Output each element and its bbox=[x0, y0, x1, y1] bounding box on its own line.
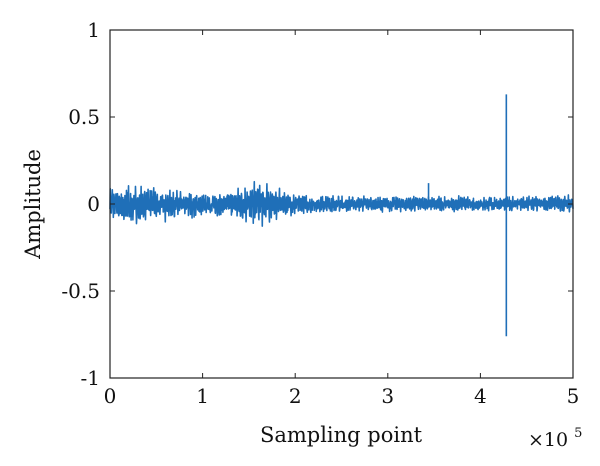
x-axis-label: Sampling point bbox=[260, 423, 423, 447]
x-tick-label: 5 bbox=[567, 384, 580, 408]
signal-series bbox=[109, 94, 574, 337]
signal-line bbox=[109, 180, 574, 227]
x-tick-label: 4 bbox=[474, 384, 487, 408]
y-tick-label: -0.5 bbox=[61, 279, 100, 303]
x-tick-label: 1 bbox=[196, 384, 209, 408]
y-tick-label: 0.5 bbox=[68, 105, 100, 129]
x-tick-label: 0 bbox=[104, 384, 117, 408]
plot-frame bbox=[109, 29, 574, 379]
y-tick-label: 0 bbox=[87, 192, 100, 216]
axis-ticks: 0 1 2 3 4 5 -1 -0.5 0 0.5 1 bbox=[61, 18, 579, 408]
x-tick-label: 2 bbox=[289, 384, 302, 408]
y-axis-label: Amplitude bbox=[21, 149, 45, 260]
y-tick-label: 1 bbox=[87, 18, 100, 42]
x-axis-multiplier-base: ×10 bbox=[528, 429, 568, 451]
x-axis-multiplier: ×10 5 bbox=[528, 426, 582, 451]
x-axis-multiplier-exponent: 5 bbox=[574, 426, 582, 441]
y-tick-label: -1 bbox=[81, 366, 100, 390]
x-tick-label: 3 bbox=[381, 384, 394, 408]
